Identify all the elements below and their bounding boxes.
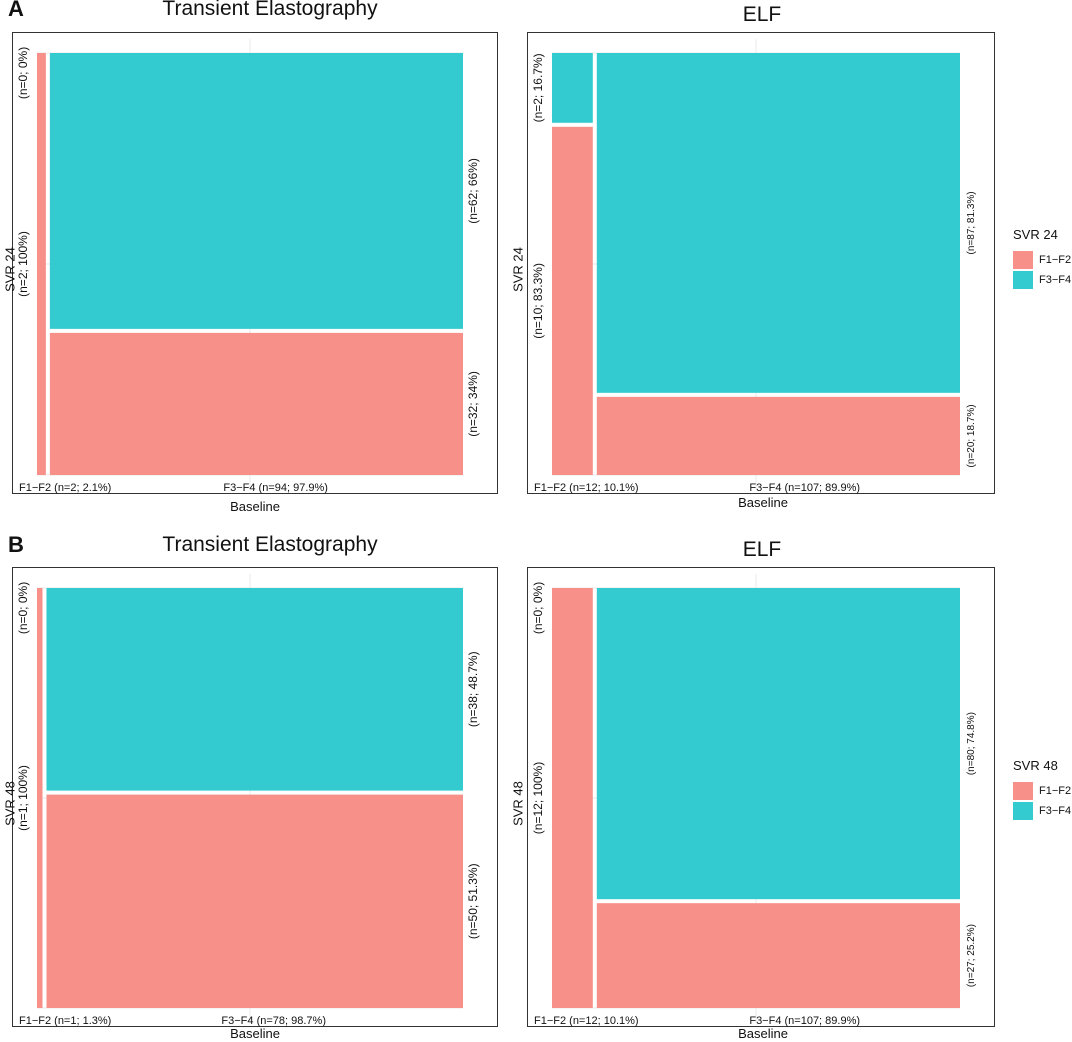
segment-label: (n=38; 48.7%)	[466, 651, 480, 727]
mosaic-tile-f3-f4-f3-f4	[46, 588, 464, 791]
legend-item-f3f4: F3−F4	[1013, 270, 1071, 290]
segment-label: (n=0; 0%)	[16, 47, 30, 99]
column-label: F1−F2 (n=2; 2.1%)	[19, 482, 111, 494]
mosaic-plot-elf-svr24: (n=10; 83.3%) (n=2; 16.7%) F1−F2 (n=12; 10…	[531, 39, 977, 494]
segment-label: (n=10; 83.3%)	[531, 263, 545, 339]
legend-label: F3−F4	[1039, 805, 1072, 817]
plot-frame-te-svr24: (n=2; 100%) (n=0; 0%) F1−F2 (n=2; 2.1%) (n=…	[12, 32, 498, 494]
mosaic-tile-f3-f4-f1-f2	[596, 903, 960, 1008]
y-axis-label-elf-svr48: SVR 48	[510, 781, 526, 826]
segment-label: (n=0; 0%)	[531, 582, 545, 634]
plot-frame-elf-svr48: (n=12; 100%) (n=0; 0%) F1−F2 (n=12; 10.1%)…	[527, 567, 995, 1027]
mosaic-tile-f3-f4-f3-f4	[49, 53, 463, 329]
chart-title-te-svr24: Transient Elastography	[162, 0, 378, 20]
x-axis-label-te-svr24: Baseline	[230, 499, 280, 514]
legend-swatch-f1f2	[1013, 782, 1033, 800]
mosaic-tile-f3-f4-f3-f4	[596, 53, 960, 393]
mosaic-plot-te-svr24: (n=2; 100%) (n=0; 0%) F1−F2 (n=2; 2.1%) (n=…	[16, 39, 480, 494]
plot-frame-te-svr48: (n=1; 100%) (n=0; 0%) F1−F2 (n=1; 1.3%) (n=…	[12, 567, 498, 1027]
segment-label: (n=50; 51.3%)	[466, 863, 480, 939]
column-label: F3−F4 (n=78; 98.7%)	[221, 1015, 326, 1027]
segment-label: (n=12; 100%)	[531, 762, 545, 834]
panel-letter-a: A	[8, 0, 24, 21]
legend-swatch-f3f4	[1013, 271, 1033, 289]
column-label: F1−F2 (n=12; 10.1%)	[534, 1015, 639, 1027]
mosaic-tile-f3-f4-f1-f2	[49, 332, 463, 475]
chart-title-elf-svr48: ELF	[742, 538, 782, 561]
column-label: F3−F4 (n=94; 97.9%)	[223, 482, 328, 494]
mosaic-tile-f1-f2-f1-f2	[552, 588, 593, 1008]
legend-label: F1−F2	[1039, 254, 1072, 266]
x-axis-label-elf-svr48: Baseline	[738, 1026, 788, 1041]
legend-item-f1f2: F1−F2	[1013, 781, 1071, 801]
legend-label: F1−F2	[1039, 785, 1072, 797]
legend-svr24: SVR 24 F1−F2 F3−F4	[1013, 227, 1071, 290]
legend-title: SVR 48	[1013, 758, 1058, 773]
mosaic-plot-te-svr48: (n=1; 100%) (n=0; 0%) F1−F2 (n=1; 1.3%) (n=…	[16, 574, 480, 1027]
segment-label: (n=1; 100%)	[16, 765, 30, 831]
segment-label: (n=20; 18.7%)	[966, 404, 977, 467]
legend-item-f3f4: F3−F4	[1013, 801, 1071, 821]
segment-label: (n=0; 0%)	[16, 582, 30, 634]
panel-letter-b: B	[8, 532, 24, 557]
mosaic-tile-f3-f4-f1-f2	[46, 794, 464, 1008]
mosaic-tile-f1-f2-f1-f2	[37, 53, 46, 475]
segment-label: (n=2; 16.7%)	[531, 53, 545, 122]
x-axis-label-elf-svr24: Baseline	[738, 495, 788, 510]
mosaic-tile-f1-f2-f3-f4	[552, 53, 593, 123]
y-axis-label-elf-svr24: SVR 24	[510, 247, 526, 292]
plot-frame-elf-svr24: (n=10; 83.3%) (n=2; 16.7%) F1−F2 (n=12; 10…	[527, 32, 995, 494]
mosaic-tile-f3-f4-f1-f2	[596, 396, 960, 475]
legend-label: F3−F4	[1039, 274, 1072, 286]
y-axis-label-te-svr24: SVR 24	[2, 247, 18, 292]
legend-swatch-f3f4	[1013, 802, 1033, 820]
legend-svr48: SVR 48 F1−F2 F3−F4	[1013, 758, 1071, 821]
column-label: F3−F4 (n=107; 89.9%)	[749, 482, 860, 494]
segment-label: (n=80; 74.8%)	[966, 712, 977, 775]
segment-label: (n=27; 25.2%)	[966, 924, 977, 987]
chart-title-elf-svr24: ELF	[742, 3, 782, 26]
segment-label: (n=32; 34%)	[466, 371, 480, 437]
legend-item-f1f2: F1−F2	[1013, 250, 1071, 270]
column-label: F1−F2 (n=12; 10.1%)	[534, 482, 639, 494]
legend-swatch-f1f2	[1013, 251, 1033, 269]
mosaic-tile-f1-f2-f1-f2	[37, 588, 43, 1008]
mosaic-plot-elf-svr48: (n=12; 100%) (n=0; 0%) F1−F2 (n=12; 10.1%)…	[531, 574, 977, 1027]
legend-title: SVR 24	[1013, 227, 1058, 242]
mosaic-tile-f3-f4-f3-f4	[596, 588, 960, 900]
segment-label: (n=87; 81.3%)	[966, 191, 977, 254]
y-axis-label-te-svr48: SVR 48	[2, 781, 18, 826]
mosaic-tile-f1-f2-f1-f2	[552, 126, 593, 475]
x-axis-label-te-svr48: Baseline	[230, 1026, 280, 1041]
segment-label: (n=62; 66%)	[466, 158, 480, 224]
chart-title-te-svr48: Transient Elastography	[162, 533, 378, 556]
segment-label: (n=2; 100%)	[16, 231, 30, 297]
column-label: F1−F2 (n=1; 1.3%)	[19, 1015, 111, 1027]
column-label: F3−F4 (n=107; 89.9%)	[749, 1015, 860, 1027]
